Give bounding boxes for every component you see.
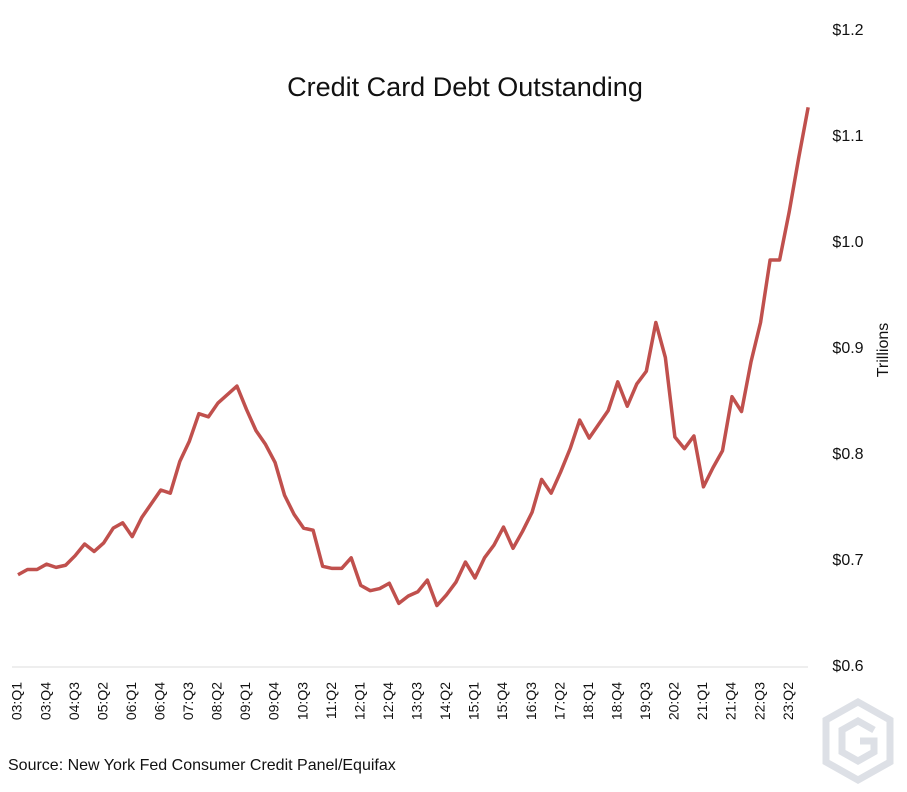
- x-tick-label: 22:Q3: [751, 682, 767, 720]
- logo: [822, 697, 894, 785]
- x-tick-label: 09:Q1: [237, 682, 253, 720]
- x-tick-label: 06:Q1: [123, 682, 139, 720]
- source: Source: New York Fed Consumer Credit Pan…: [8, 757, 396, 774]
- x-tick-label: 23:Q2: [780, 682, 796, 720]
- x-tick-label: 09:Q4: [266, 682, 282, 720]
- x-tick-label: 21:Q1: [694, 682, 710, 720]
- y-tick-label: $0.6: [832, 658, 863, 675]
- y-tick-label: $1.1: [832, 128, 863, 145]
- x-tick-label: 17:Q2: [551, 682, 567, 720]
- x-tick-label: 07:Q3: [180, 682, 196, 720]
- y-tick-label: $0.7: [832, 552, 863, 569]
- y-tick-label: $1.0: [832, 234, 863, 251]
- x-tick-label: 14:Q2: [437, 682, 453, 720]
- x-tick-label: 18:Q4: [608, 682, 624, 720]
- x-tick-label: 08:Q2: [209, 682, 225, 720]
- line-series: [17, 106, 810, 608]
- x-tick-label: 11:Q2: [323, 682, 339, 719]
- x-tick-label: 18:Q1: [580, 682, 596, 720]
- x-tick-label: 12:Q4: [380, 682, 396, 720]
- x-tick-label: 10:Q3: [294, 682, 310, 720]
- x-tick-label: 03:Q1: [9, 682, 25, 720]
- x-tick-label: 16:Q3: [523, 682, 539, 720]
- y-tick-label: $1.2: [832, 22, 863, 39]
- x-tick-label: 21:Q4: [723, 682, 739, 720]
- chart-title: Credit Card Debt Outstanding: [287, 72, 643, 102]
- x-tick-label: 03:Q4: [37, 682, 53, 720]
- y-axis-label: Trillions: [875, 323, 892, 378]
- x-tick-label: 15:Q4: [494, 682, 510, 720]
- x-tick-label: 15:Q1: [466, 682, 482, 720]
- x-tick-label: 04:Q3: [66, 682, 82, 720]
- x-tick-label: 06:Q4: [152, 682, 168, 720]
- y-tick-label: $0.9: [832, 340, 863, 357]
- x-tick-label: 05:Q2: [94, 682, 110, 720]
- y-tick-label: $0.8: [832, 446, 863, 463]
- x-tick-label: 13:Q3: [409, 682, 425, 720]
- x-tick-label: 12:Q1: [351, 682, 367, 720]
- x-tick-label: 19:Q3: [637, 682, 653, 720]
- x-tick-label: 20:Q2: [666, 682, 682, 720]
